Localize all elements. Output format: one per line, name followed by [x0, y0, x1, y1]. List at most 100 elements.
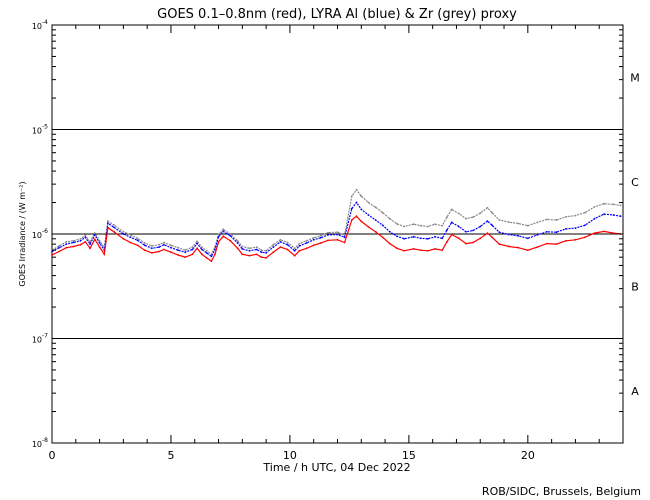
data-point	[98, 246, 101, 249]
data-point	[298, 245, 301, 247]
y-axis-title: GOES Irradiance / (W m⁻²)	[18, 181, 27, 286]
data-point	[255, 253, 258, 256]
data-point	[491, 211, 493, 214]
data-point	[248, 247, 251, 250]
data-point	[305, 239, 308, 242]
y-tick-label: 10-5	[32, 124, 48, 136]
flare-class-label: A	[631, 385, 639, 398]
data-point	[450, 208, 453, 211]
x-axis: 0 5 10 15 20	[49, 25, 624, 462]
data-point	[593, 232, 596, 235]
data-point	[177, 246, 180, 249]
series-lyra-al	[51, 201, 622, 258]
data-point	[265, 252, 267, 254]
data-point	[201, 248, 203, 251]
data-point	[441, 237, 444, 240]
data-point	[312, 238, 315, 241]
data-point	[367, 214, 370, 216]
data-point	[367, 201, 370, 204]
data-point	[507, 245, 510, 248]
y-tick-label: 10-8	[32, 437, 48, 449]
data-point	[93, 238, 96, 241]
data-point	[526, 249, 529, 252]
data-point	[279, 241, 282, 243]
data-point	[465, 217, 467, 220]
data-point	[93, 232, 96, 235]
data-point	[51, 254, 53, 256]
data-point	[457, 212, 460, 215]
data-point	[555, 243, 558, 246]
data-point	[336, 233, 339, 236]
data-point	[486, 232, 489, 235]
data-point	[536, 234, 539, 236]
data-point	[93, 234, 96, 236]
data-point	[546, 218, 548, 221]
data-point	[446, 241, 448, 243]
data-point	[536, 246, 539, 249]
data-point	[603, 213, 605, 216]
data-point	[419, 224, 422, 227]
data-point	[222, 230, 225, 233]
data-point	[72, 241, 75, 244]
series-line	[51, 201, 621, 258]
data-point	[51, 250, 53, 253]
data-point	[205, 257, 208, 259]
data-point	[272, 246, 275, 249]
data-point	[122, 237, 125, 240]
series-line	[51, 215, 621, 262]
data-point	[184, 249, 187, 252]
data-point	[191, 248, 194, 251]
data-point	[217, 233, 220, 236]
data-point	[336, 231, 339, 234]
data-point	[507, 221, 510, 224]
data-point	[222, 228, 225, 231]
data-point	[498, 219, 501, 221]
data-point	[381, 236, 384, 239]
data-point	[472, 229, 474, 232]
data-point	[517, 246, 520, 249]
data-point	[434, 223, 436, 226]
data-point	[143, 249, 146, 252]
data-point	[327, 234, 329, 236]
data-point	[298, 249, 301, 252]
data-point	[486, 220, 489, 223]
data-point	[319, 235, 322, 237]
data-point	[248, 249, 251, 252]
data-point	[103, 253, 106, 256]
data-point	[129, 241, 132, 244]
data-point	[374, 230, 377, 233]
data-point	[143, 242, 146, 244]
data-point	[122, 233, 125, 235]
data-point	[381, 224, 384, 227]
data-point	[217, 235, 220, 238]
flare-class-label: M	[630, 71, 640, 84]
data-point	[312, 236, 315, 239]
data-point	[403, 237, 405, 240]
data-point	[305, 242, 308, 244]
data-point	[58, 246, 60, 249]
data-point	[170, 244, 172, 247]
data-point	[158, 246, 161, 249]
data-point	[546, 230, 548, 233]
data-point	[184, 251, 187, 254]
data-point	[498, 243, 501, 246]
data-point	[427, 237, 429, 240]
data-point	[196, 247, 199, 250]
series-line	[51, 188, 621, 256]
data-point	[162, 248, 165, 251]
data-point	[151, 247, 153, 250]
data-point	[446, 229, 448, 232]
data-point	[279, 238, 282, 241]
data-point	[107, 222, 109, 225]
data-point	[84, 241, 87, 243]
data-point	[236, 242, 239, 244]
data-point	[151, 245, 153, 247]
data-point	[229, 239, 232, 242]
data-point	[79, 243, 82, 246]
data-point	[374, 219, 377, 221]
data-point	[196, 240, 199, 243]
data-point	[491, 224, 493, 227]
data-point	[403, 249, 405, 252]
data-point	[279, 246, 282, 249]
data-point	[360, 208, 363, 211]
